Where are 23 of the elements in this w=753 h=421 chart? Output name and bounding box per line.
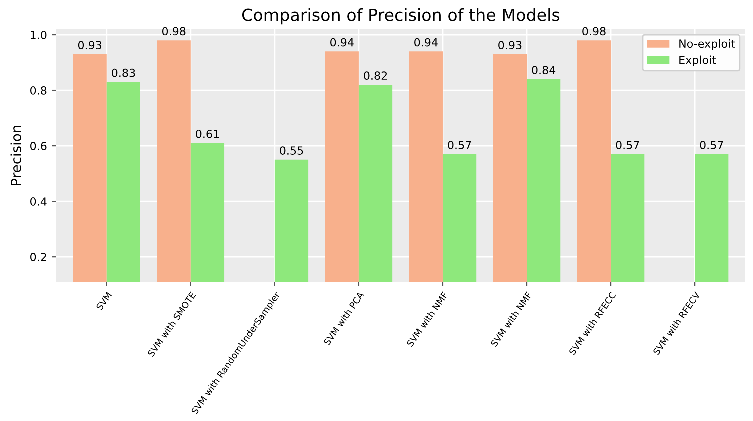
- y-tick-label: 0.6: [30, 142, 47, 150]
- data-label: 0.83: [112, 68, 136, 78]
- data-label: 0.98: [582, 27, 606, 36]
- y-tick-label: 0.8: [30, 86, 47, 95]
- y-axis-title: Precision: [10, 126, 22, 186]
- data-label: 0.84: [532, 66, 556, 75]
- data-label: 0.98: [162, 27, 186, 36]
- data-label: 0.57: [616, 141, 640, 150]
- data-label: 0.94: [414, 38, 438, 47]
- chart-title: Comparison of Precision of the Models: [242, 8, 560, 25]
- y-tick-label: 0.4: [30, 198, 47, 206]
- data-label: 0.55: [280, 146, 304, 156]
- y-tick-label: 0.2: [30, 253, 46, 262]
- data-label: 0.94: [330, 38, 354, 47]
- data-label: 0.57: [448, 141, 472, 150]
- data-label: 0.57: [700, 141, 724, 150]
- legend-label: Exploit: [680, 56, 716, 67]
- data-label: 0.61: [196, 130, 220, 138]
- legend-label: No-exploit: [680, 39, 736, 50]
- data-label: 0.93: [78, 41, 102, 50]
- data-label: 0.93: [498, 41, 522, 50]
- data-label: 0.82: [364, 72, 388, 80]
- y-tick-label: 1.0: [31, 30, 47, 40]
